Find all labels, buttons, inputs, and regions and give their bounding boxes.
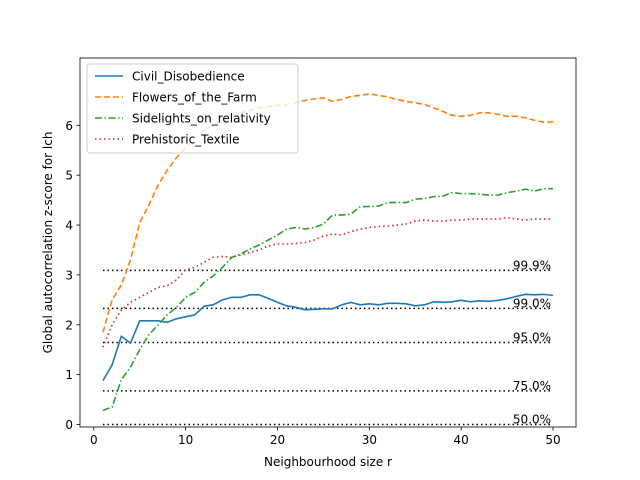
threshold-label: 95.0% [513, 330, 551, 344]
legend-box [86, 63, 299, 154]
threshold-label: 50.0% [513, 413, 551, 427]
legend-label: Prehistoric_Textile [132, 133, 240, 147]
y-axis-label: Global autocorrelation z-score for lch [41, 132, 55, 354]
legend: Civil_Disobedience Flowers_of_the_Farm Sid… [86, 63, 299, 154]
x-axis-ticks: 0 10 20 30 40 50 [90, 427, 561, 447]
threshold-label: 75.0% [513, 379, 551, 393]
x-tick-label: 10 [178, 433, 193, 447]
x-tick-label: 0 [90, 433, 98, 447]
series-line-flowers-of-the-farm [102, 93, 554, 333]
plot-frame [79, 57, 577, 428]
y-tick-label: 4 [65, 219, 73, 233]
x-tick-label: 20 [270, 433, 285, 447]
y-tick-label: 5 [65, 169, 73, 183]
series-line-civil-disobedience [102, 293, 554, 382]
y-tick-label: 3 [65, 268, 73, 282]
series-line-prehistoric-textile [102, 216, 554, 348]
series-lines [102, 93, 554, 412]
y-tick-label: 2 [65, 318, 73, 332]
y-tick-label: 0 [65, 418, 73, 432]
y-tick-label: 6 [65, 119, 73, 133]
threshold-label: 99.0% [513, 296, 551, 310]
x-tick-label: 40 [454, 433, 469, 447]
legend-label: Sidelights_on_relativity [132, 112, 271, 126]
legend-label: Civil_Disobedience [132, 70, 245, 84]
threshold-label: 99.9% [513, 258, 551, 272]
x-tick-label: 30 [362, 433, 377, 447]
y-axis-ticks: 0 1 2 3 4 5 6 [65, 119, 80, 432]
y-tick-label: 1 [65, 368, 73, 382]
series-line-sidelights-on-relativity [102, 187, 554, 412]
legend-label: Flowers_of_the_Farm [132, 91, 257, 105]
x-tick-label: 50 [545, 433, 560, 447]
x-axis-label: Neighbourhood size r [264, 455, 392, 469]
